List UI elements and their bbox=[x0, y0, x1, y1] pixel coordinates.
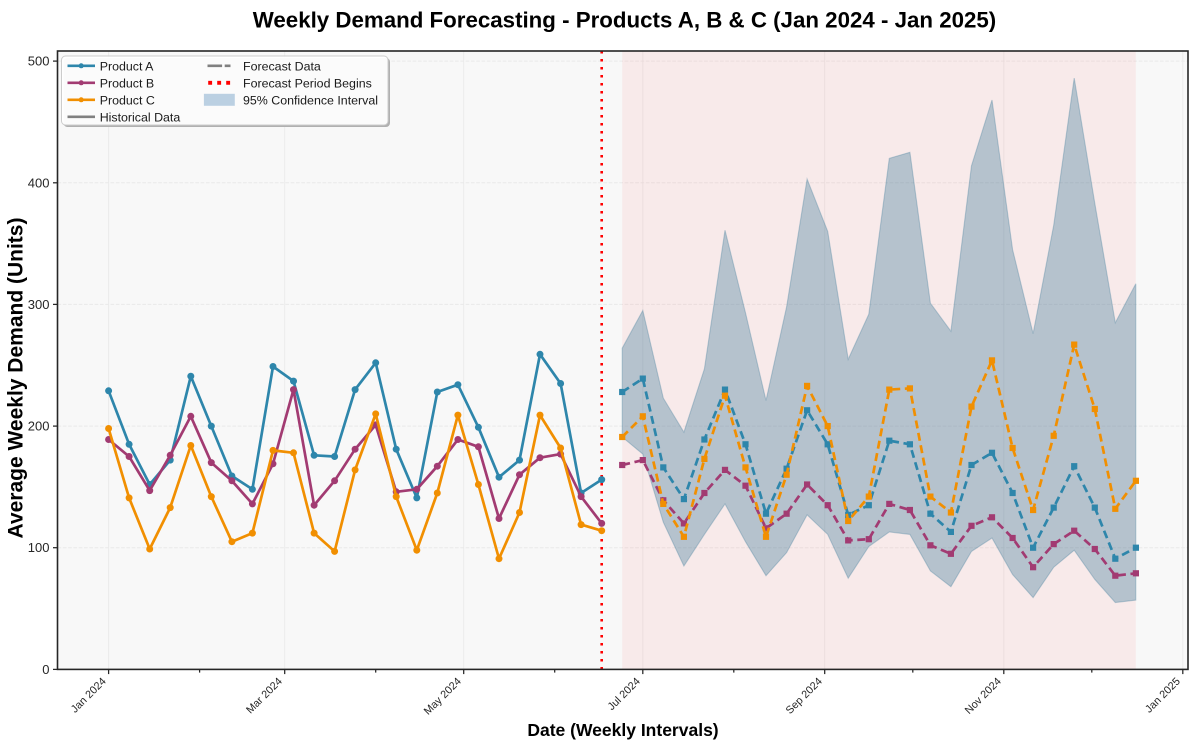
svg-text:500: 500 bbox=[28, 54, 50, 69]
svg-text:95% Confidence Interval: 95% Confidence Interval bbox=[243, 93, 378, 107]
svg-text:Forecast Data: Forecast Data bbox=[243, 59, 321, 73]
svg-text:Product B: Product B bbox=[100, 76, 154, 90]
svg-text:400: 400 bbox=[28, 175, 50, 190]
svg-text:100: 100 bbox=[28, 540, 50, 555]
svg-text:Weekly Demand Forecasting - Pr: Weekly Demand Forecasting - Products A, … bbox=[253, 8, 996, 33]
svg-text:0: 0 bbox=[42, 662, 49, 677]
svg-text:Forecast Period Begins: Forecast Period Begins bbox=[243, 76, 372, 90]
svg-text:300: 300 bbox=[28, 297, 50, 312]
svg-text:Date (Weekly Intervals): Date (Weekly Intervals) bbox=[527, 720, 718, 740]
svg-text:200: 200 bbox=[28, 419, 50, 434]
svg-text:Product C: Product C bbox=[100, 93, 155, 107]
svg-text:Historical Data: Historical Data bbox=[100, 110, 181, 124]
svg-text:Product A: Product A bbox=[100, 59, 154, 73]
svg-text:Average Weekly Demand (Units): Average Weekly Demand (Units) bbox=[5, 218, 28, 539]
